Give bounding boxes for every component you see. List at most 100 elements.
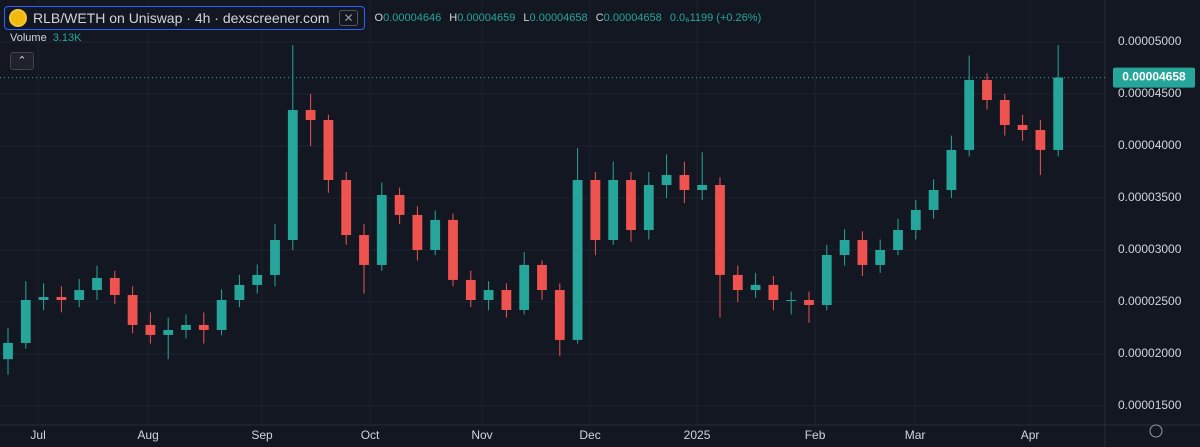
candle-body [679, 175, 690, 190]
close-button[interactable]: ✕ [339, 10, 358, 26]
candle-body [893, 230, 903, 250]
pair-title: RLB/WETH on Uniswap · 4h · dexscreener.c… [33, 10, 330, 26]
x-tick-label: Apr [1021, 428, 1040, 442]
candle-body [910, 209, 921, 231]
y-tick-label: 0.00001500 [1118, 398, 1182, 412]
header: RLB/WETH on Uniswap · 4h · dexscreener.c… [4, 6, 766, 30]
candle-body [821, 254, 832, 305]
candle-body [999, 100, 1010, 125]
candle-body [946, 149, 957, 190]
candle-body [875, 249, 886, 265]
candle-body [20, 300, 31, 343]
candle-body [928, 189, 939, 210]
candle-body [590, 180, 601, 241]
candle-body [626, 180, 636, 231]
candle-body [715, 184, 725, 275]
y-tick-label: 0.00002000 [1118, 346, 1182, 360]
volume-legend: Volume 3.13K [10, 32, 81, 44]
candle-body [465, 279, 476, 301]
y-tick-label: 0.00002500 [1118, 294, 1182, 308]
candle-body [857, 240, 868, 265]
y-tick-label: 0.00003500 [1118, 190, 1182, 204]
candle-body [554, 290, 565, 340]
candle-body [1035, 129, 1046, 150]
candle-body [109, 277, 120, 296]
ohlc-key: L [523, 12, 530, 24]
candle-body [3, 342, 13, 360]
candle-body [145, 324, 156, 335]
candle-body [394, 194, 405, 215]
candle-body [56, 296, 67, 301]
x-tick-label: Jul [30, 428, 45, 442]
settings-button[interactable] [1149, 424, 1163, 438]
candle-body [982, 79, 992, 101]
candle-body [804, 300, 814, 305]
candle-body [216, 300, 227, 330]
candle-body [376, 194, 387, 265]
y-tick-label: 0.00004000 [1118, 138, 1182, 152]
ohlc-key: H [449, 12, 458, 24]
ohlc-key: C [595, 12, 604, 24]
x-tick-label: Feb [805, 428, 826, 442]
candle-body [537, 264, 547, 291]
candle-body [732, 274, 743, 291]
candle-body [181, 324, 191, 330]
y-tick-label: 0.00003000 [1118, 242, 1182, 256]
candle-body [750, 284, 761, 291]
candle-body [38, 296, 49, 301]
candle-body [519, 264, 530, 310]
candle-body [483, 290, 494, 301]
volume-value: 3.13K [52, 32, 82, 44]
candle-body [287, 110, 298, 241]
ohlc-value: 0.00004659 [457, 12, 516, 24]
candle-body [359, 235, 369, 265]
candle-body [412, 214, 423, 250]
ohlc-value: 0.00004658 [603, 12, 662, 24]
candle-body [341, 180, 352, 236]
candle-body [127, 295, 138, 325]
x-tick-label: 2025 [684, 428, 711, 442]
token-icon [9, 9, 27, 27]
candle-body [643, 184, 654, 231]
candle-body [323, 120, 334, 181]
candle-body [786, 300, 797, 302]
candle-body [252, 274, 263, 285]
candle-body [234, 284, 245, 301]
current-price-box [1113, 67, 1195, 88]
candle-body [198, 324, 209, 330]
candle-body [163, 329, 174, 335]
candle-body [768, 284, 779, 301]
candle-body [572, 180, 583, 340]
candle-body [74, 290, 85, 301]
candle-body [448, 219, 458, 280]
y-tick-label: 0.00005000 [1118, 34, 1182, 48]
ohlc-key: O [374, 12, 384, 24]
candle-body [964, 79, 975, 150]
candle-body [697, 184, 708, 190]
collapse-button[interactable]: ⌃ [10, 52, 34, 70]
candle-body [270, 240, 280, 275]
volume-label: Volume [10, 32, 47, 44]
x-tick-label: Sep [251, 428, 273, 442]
ohlc-value: 0.00004658 [529, 12, 588, 24]
change: 0.0₆1199 (+0.26%) [669, 12, 762, 24]
candle-body [1053, 77, 1064, 150]
x-tick-label: Dec [579, 428, 600, 442]
x-tick-label: Mar [905, 428, 926, 442]
x-tick-label: Aug [137, 428, 158, 442]
ohlc: O0.00004646 H0.00004659 L0.00004658 C0.0… [375, 12, 767, 24]
current-price-label: 0.00004658 [1122, 70, 1186, 84]
pair-badge[interactable]: RLB/WETH on Uniswap · 4h · dexscreener.c… [4, 6, 365, 30]
candle-body [430, 219, 441, 250]
candle-body [661, 175, 672, 185]
x-tick-label: Nov [471, 428, 492, 442]
candle-body [501, 290, 512, 310]
y-tick-label: 0.00004500 [1118, 86, 1182, 100]
candle-body [608, 180, 619, 241]
candle-body [92, 277, 102, 291]
candle-body [839, 240, 850, 255]
x-tick-label: Oct [361, 428, 380, 442]
